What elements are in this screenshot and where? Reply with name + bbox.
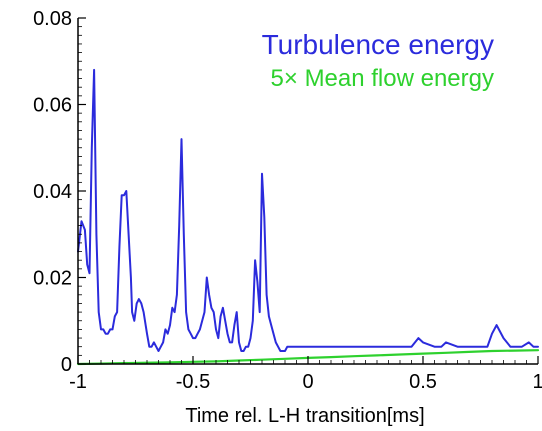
y-tick-label: 0.04: [33, 181, 72, 203]
series-layer: [76, 68, 540, 366]
x-tick-label: 0.5: [409, 371, 437, 393]
y-tick-label: 0.06: [33, 95, 72, 117]
series-line-turbulence-energy: [77, 68, 539, 352]
y-tick-label: 0.08: [33, 8, 72, 30]
x-tick-label: -1: [69, 371, 87, 393]
y-tick-label: 0.02: [33, 268, 72, 290]
y-tick-label: 0: [61, 354, 72, 376]
legend-entry-turbulence-energy: Turbulence energy: [262, 29, 494, 60]
x-axis-label: Time rel. L-H transition[ms]: [185, 405, 424, 427]
legend-entry-mean-flow-energy: 5× Mean flow energy: [271, 65, 494, 92]
axes: 0 0.02 0.04 0.06 0.08 -1 -0.5 0 0.5 1: [33, 8, 542, 393]
x-tick-label: 1: [532, 371, 542, 393]
x-tick-label: -0.5: [176, 371, 210, 393]
x-tick-label: 0: [302, 371, 313, 393]
